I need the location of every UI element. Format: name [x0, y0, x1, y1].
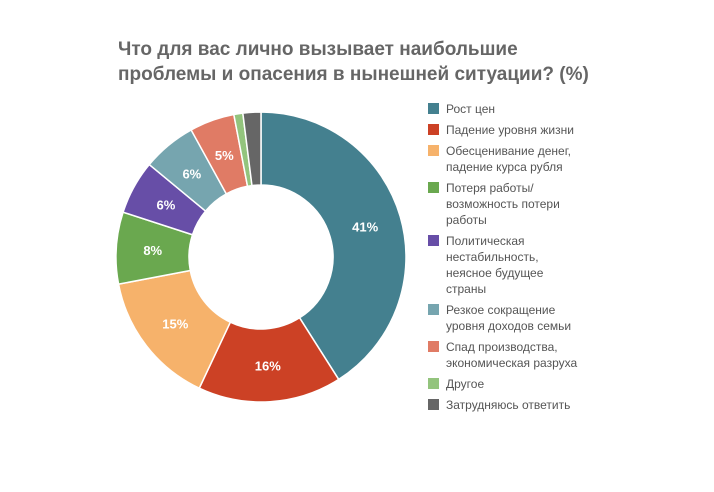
chart-title-line-2: проблемы и опасения в нынешней ситуации?…: [118, 64, 589, 85]
legend-label: Падение уровня жизни: [446, 123, 574, 137]
legend-item: Падение уровня жизни: [428, 122, 598, 138]
legend-item: Обесценивание денег, падение курса рубля: [428, 143, 598, 175]
legend: Рост цен Падение уровня жизни Обесценивани…: [428, 101, 598, 418]
legend-label: Другое: [446, 377, 485, 391]
legend-swatch: [428, 145, 439, 156]
legend-item: Потеря работы/ возможность потери работы: [428, 180, 598, 228]
legend-label: Обесценивание денег, падение курса рубля: [446, 144, 571, 174]
slice-label-6: 5%: [215, 148, 234, 163]
slice-label-1: 16%: [255, 358, 281, 373]
chart-title: Что для вас лично вызывает наибольшие пр…: [118, 37, 598, 87]
legend-swatch: [428, 399, 439, 410]
chart-title-line-1: Что для вас лично вызывает наибольшие: [118, 39, 518, 60]
legend-swatch: [428, 124, 439, 135]
legend-label: Рост цен: [446, 102, 496, 116]
legend-item: Резкое сокращение уровня доходов семьи: [428, 302, 598, 334]
legend-swatch: [428, 378, 439, 389]
slice-label-0: 41%: [352, 220, 378, 235]
legend-swatch: [428, 182, 439, 193]
slice-label-3: 8%: [143, 243, 162, 258]
legend-item: Спад производства, экономическая разруха: [428, 339, 598, 371]
slice-0: [260, 111, 407, 381]
legend-swatch: [428, 235, 439, 246]
slice-label-4: 6%: [157, 198, 176, 213]
legend-swatch: [428, 341, 439, 352]
legend-label: Политическая нестабильность, неясное буд…: [446, 234, 544, 296]
legend-item: Рост цен: [428, 101, 598, 117]
legend-item: Затрудняюсь ответить: [428, 397, 598, 413]
slice-label-5: 6%: [182, 166, 201, 181]
legend-swatch: [428, 304, 439, 315]
legend-label: Спад производства, экономическая разруха: [446, 340, 578, 370]
legend-swatch: [428, 103, 439, 114]
legend-label: Резкое сокращение уровня доходов семьи: [446, 303, 572, 333]
slice-label-2: 15%: [162, 317, 188, 332]
legend-item: Политическая нестабильность, неясное буд…: [428, 233, 598, 297]
legend-label: Потеря работы/ возможность потери работы: [446, 181, 560, 227]
legend-label: Затрудняюсь ответить: [446, 398, 571, 412]
slice-8: [241, 111, 262, 187]
legend-item: Другое: [428, 376, 598, 392]
